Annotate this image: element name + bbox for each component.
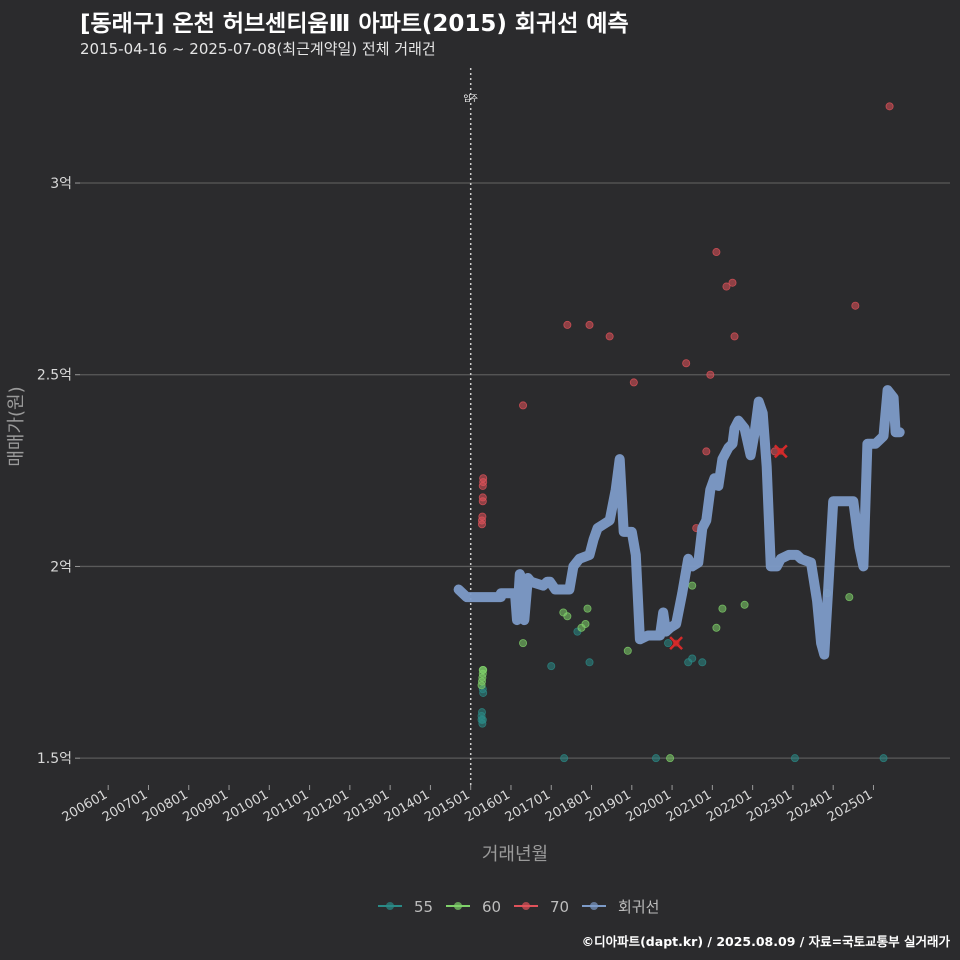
point-70 <box>478 493 487 502</box>
point-55 <box>477 708 486 717</box>
point-70 <box>712 248 721 257</box>
point-55 <box>560 754 569 763</box>
legend-item-3: 70 <box>514 898 569 916</box>
legend-item-4: 회귀선 <box>582 898 659 916</box>
point-60 <box>712 623 721 632</box>
x-tick-label: 200801 <box>140 787 190 825</box>
highlight-marker-stroke <box>669 636 683 651</box>
point-70 <box>478 512 487 521</box>
legend-key-dot <box>522 902 530 910</box>
point-55 <box>585 658 594 667</box>
x-tick-label: 202001 <box>624 787 674 825</box>
point-70 <box>730 332 739 341</box>
point-55 <box>547 662 556 671</box>
point-60 <box>479 665 488 674</box>
point-55 <box>688 654 697 663</box>
vline-layer: 입주 <box>463 68 478 785</box>
grid-layer <box>80 182 950 759</box>
x-tick-label: 200901 <box>181 787 231 825</box>
point-60 <box>666 754 675 763</box>
x-tick-label: 201401 <box>382 787 432 825</box>
legend-label: 회귀선 <box>618 898 659 916</box>
x-tick-label: 202201 <box>704 787 754 825</box>
legend-key-dot <box>590 902 598 910</box>
regression-line <box>453 385 905 660</box>
y-tick-label: 2억 <box>50 559 72 575</box>
x-tick-label: 202301 <box>744 787 794 825</box>
point-70 <box>605 332 614 341</box>
x-tick-label: 201301 <box>342 787 392 825</box>
y-tick-label: 2.5억 <box>37 368 72 384</box>
legend-label: 60 <box>482 898 501 916</box>
point-60 <box>563 612 572 621</box>
point-60 <box>740 600 749 609</box>
point-60 <box>718 604 727 613</box>
point-60 <box>519 639 528 648</box>
x-tick-label: 201801 <box>543 787 593 825</box>
y-tick-label: 3억 <box>50 176 72 192</box>
point-70 <box>585 320 594 329</box>
point-55 <box>879 754 888 763</box>
point-60 <box>583 604 592 613</box>
point-55 <box>651 754 660 763</box>
axis-layer: 1.5억 2억 2.5억 3억 2006012007012008012009012010… <box>6 176 875 865</box>
legend: 55 60 70 회귀선 <box>378 898 659 916</box>
legend-item-1: 55 <box>378 898 433 916</box>
point-70 <box>728 278 737 287</box>
point-70 <box>851 301 860 310</box>
x-tick-label: 201701 <box>503 787 553 825</box>
highlight-marker <box>669 636 683 651</box>
chart-subtitle: 2015-04-16 ~ 2025-07-08(최근계약일) 전체 거래건 <box>80 40 436 58</box>
point-70 <box>563 320 572 329</box>
x-tick-label: 202101 <box>664 787 714 825</box>
x-tick-label: 200601 <box>60 787 110 825</box>
footer-credit: ©디아파트(dapt.kr) / 2025.08.09 / 자료=국토교통부 실… <box>581 934 950 949</box>
legend-key-dot <box>454 902 462 910</box>
point-70 <box>885 102 894 111</box>
chart-title: [동래구] 온천 허브센티움Ⅲ 아파트(2015) 회귀선 예측 <box>80 11 629 37</box>
x-tick-label: 201601 <box>462 787 512 825</box>
point-60 <box>623 646 632 655</box>
x-tick-label: 201001 <box>221 787 271 825</box>
point-60 <box>688 581 697 590</box>
point-70 <box>722 282 731 291</box>
x-tick-label: 201901 <box>583 787 633 825</box>
point-70 <box>702 447 711 456</box>
x-axis-title: 거래년월 <box>482 844 548 865</box>
x-tick-label: 201201 <box>301 787 351 825</box>
point-70 <box>519 401 528 410</box>
point-60 <box>845 593 854 602</box>
regression-layer <box>453 385 905 660</box>
legend-item-2: 60 <box>446 898 501 916</box>
point-60 <box>581 619 590 628</box>
point-70 <box>682 359 691 368</box>
highlight-marker-stroke <box>773 444 788 459</box>
y-axis-title: 매매가(원) <box>6 386 27 466</box>
movein-label: 입주 <box>463 94 478 103</box>
legend-key-dot <box>386 902 394 910</box>
points-layer <box>477 102 894 763</box>
legend-label: 55 <box>414 898 433 916</box>
point-70 <box>479 474 488 483</box>
point-55 <box>698 658 707 667</box>
point-70 <box>706 370 715 379</box>
x-tick-label: 201101 <box>261 787 311 825</box>
point-55 <box>478 715 487 724</box>
point-55 <box>664 639 673 648</box>
point-55 <box>479 688 488 697</box>
point-55 <box>790 754 799 763</box>
point-70 <box>629 378 638 387</box>
highlight-marker <box>773 444 788 459</box>
y-tick-label: 1.5억 <box>37 751 72 767</box>
x-tick-label: 202401 <box>785 787 835 825</box>
x-tick-label: 201501 <box>422 787 472 825</box>
x-tick-label: 200701 <box>100 787 150 825</box>
marker-layer <box>669 444 788 651</box>
legend-label: 70 <box>550 898 569 916</box>
x-tick-label: 202501 <box>825 787 875 825</box>
